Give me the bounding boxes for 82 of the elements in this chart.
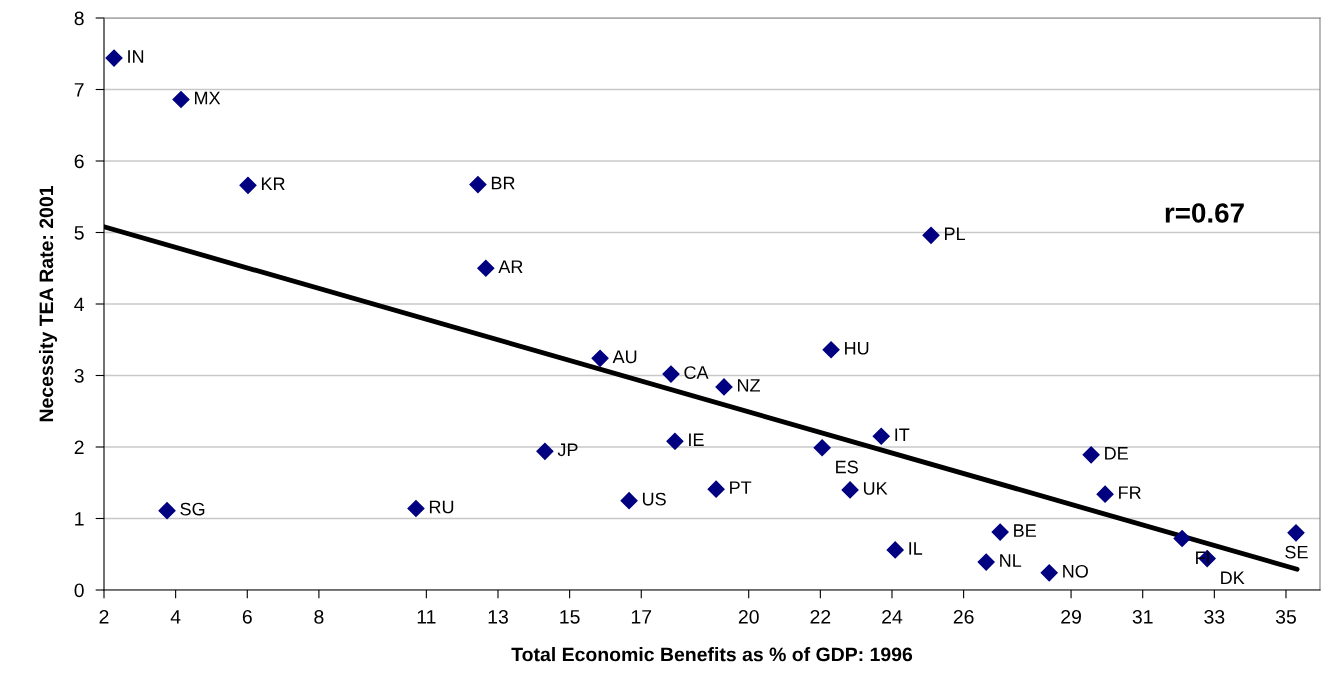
y-tick-label: 1 [75,512,84,526]
annotation: UK [863,482,888,495]
point [813,439,831,457]
annotation: ES [836,460,858,474]
point [158,502,176,520]
x-tick-label: 17 [631,610,652,624]
point [477,259,495,277]
x-tick-label: 15 [560,610,580,624]
y-tick-label: 6 [74,154,84,169]
x-tick-label: 29 [1061,609,1081,624]
annotation: IE [689,433,704,446]
point [666,432,684,450]
annotation: IT [895,428,910,441]
point [105,49,123,67]
point [1173,529,1191,548]
point [591,349,609,367]
point [662,365,680,383]
x-tick-label: 4 [170,610,181,624]
annotation: IN [128,50,144,63]
annotation: JP [557,443,578,457]
y-tick-label: 8 [74,11,84,26]
annotation: BR [491,176,515,190]
x-tick-label: 13 [488,609,508,624]
point [991,523,1009,541]
annotation: HU [845,342,869,355]
x-tick-label: 6 [242,609,252,624]
annotation: RU [429,500,454,514]
annotation: DE [1105,447,1128,460]
x-tick-label: 35 [1275,609,1296,624]
x-tick-label: 33 [1204,609,1225,624]
annotation: IL [909,542,923,555]
annotation: AR [498,260,523,273]
y-axis-title: Necessity TEA Rate: 2001 [38,186,58,422]
point [620,492,638,510]
annotation: PL [945,227,966,241]
x-tick-label: 24 [882,609,903,624]
point [536,442,554,460]
annotation: MX [194,91,221,105]
annotation: AU [612,350,637,364]
x-tick-label: 22 [810,609,831,624]
point [1287,524,1305,542]
annotation: NL [1000,554,1022,567]
x-axis-title: Total Economic Benefits as % of GDP: 1996 [511,647,913,662]
x-tick-label: 31 [1132,609,1153,624]
point [1082,446,1100,464]
annotation: PT [730,481,752,494]
point [239,176,257,194]
annotation: SE [1285,545,1308,559]
point [922,226,940,244]
point [841,481,859,499]
point [1040,564,1058,582]
annotation: NZ [737,379,760,392]
annotation: CA [684,366,709,379]
point [1096,485,1114,503]
point [715,378,733,396]
x-tick-label: 20 [738,609,759,624]
y-tick-label: 7 [74,83,84,97]
y-tick-label: 0 [74,583,84,598]
annotation: NO [1063,564,1088,578]
point [977,553,995,571]
x-tick-label: 8 [314,609,324,624]
annotation: r=0.67 [1165,203,1244,223]
x-tick-label: 26 [953,609,974,624]
annotation: BE [1014,524,1036,537]
y-tick-label: 5 [74,226,84,240]
point [172,90,190,109]
point [822,341,840,359]
annotation: US [642,492,666,506]
point [886,541,904,559]
point [707,480,725,498]
y-tick-label: 2 [74,440,84,455]
x-tick-label: 2 [99,609,109,624]
y-tick-label: 3 [74,368,84,383]
annotation: DK [1221,571,1245,585]
point [407,499,425,518]
x-tick-label: 11 [417,610,436,624]
annotation: SG [180,502,205,516]
point [469,176,487,194]
annotation: KR [261,177,285,190]
annotation: FR [1119,486,1141,499]
point [872,427,890,445]
y-tick-label: 4 [74,297,84,312]
